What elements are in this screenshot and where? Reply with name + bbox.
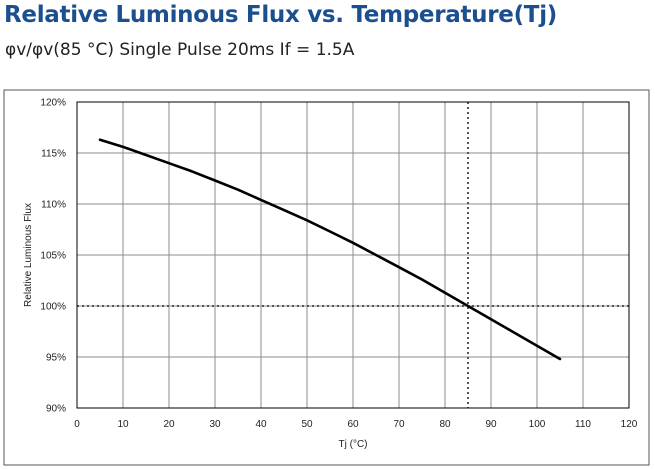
- grid: [76, 101, 630, 409]
- series-line: [98, 138, 562, 361]
- y-tick-label: 90%: [46, 404, 66, 415]
- x-tick-label: 60: [347, 419, 359, 430]
- x-tick-labels: 0 10 20 30 40 50 60 70 80 90 100 110 120: [74, 419, 638, 430]
- x-tick-label: 110: [575, 419, 591, 430]
- x-tick-label: 0: [74, 419, 80, 430]
- y-tick-label: 100%: [40, 302, 66, 313]
- data-series: [98, 138, 562, 361]
- x-tick-label: 50: [301, 419, 313, 430]
- x-tick-label: 90: [485, 419, 497, 430]
- x-tick-label: 30: [209, 419, 221, 430]
- x-tick-label: 100: [529, 419, 546, 430]
- y-tick-label: 105%: [40, 251, 66, 262]
- x-tick-label: 10: [117, 419, 129, 430]
- y-tick-labels: 90% 95% 100% 105% 110% 115% 120%: [40, 98, 66, 415]
- chart-subtitle: φv/φv(85 °C) Single Pulse 20ms If = 1.5A: [5, 40, 355, 60]
- reference-lines: [77, 102, 629, 408]
- x-tick-label: 80: [439, 419, 451, 430]
- x-axis-label: Tj (°C): [339, 439, 368, 450]
- plot-border: [76, 101, 630, 409]
- chart-title: Relative Luminous Flux vs. Temperature(T…: [4, 2, 557, 28]
- y-tick-label: 95%: [46, 353, 66, 364]
- chart-frame: [3, 89, 650, 466]
- y-axis-label: Relative Luminous Flux: [23, 203, 34, 307]
- y-tick-label: 115%: [41, 149, 66, 160]
- x-tick-label: 70: [393, 419, 405, 430]
- y-tick-label: 120%: [40, 98, 66, 109]
- x-tick-label: 20: [163, 419, 175, 430]
- y-tick-label: 110%: [41, 200, 66, 211]
- x-tick-label: 120: [621, 419, 638, 430]
- x-tick-label: 40: [255, 419, 267, 430]
